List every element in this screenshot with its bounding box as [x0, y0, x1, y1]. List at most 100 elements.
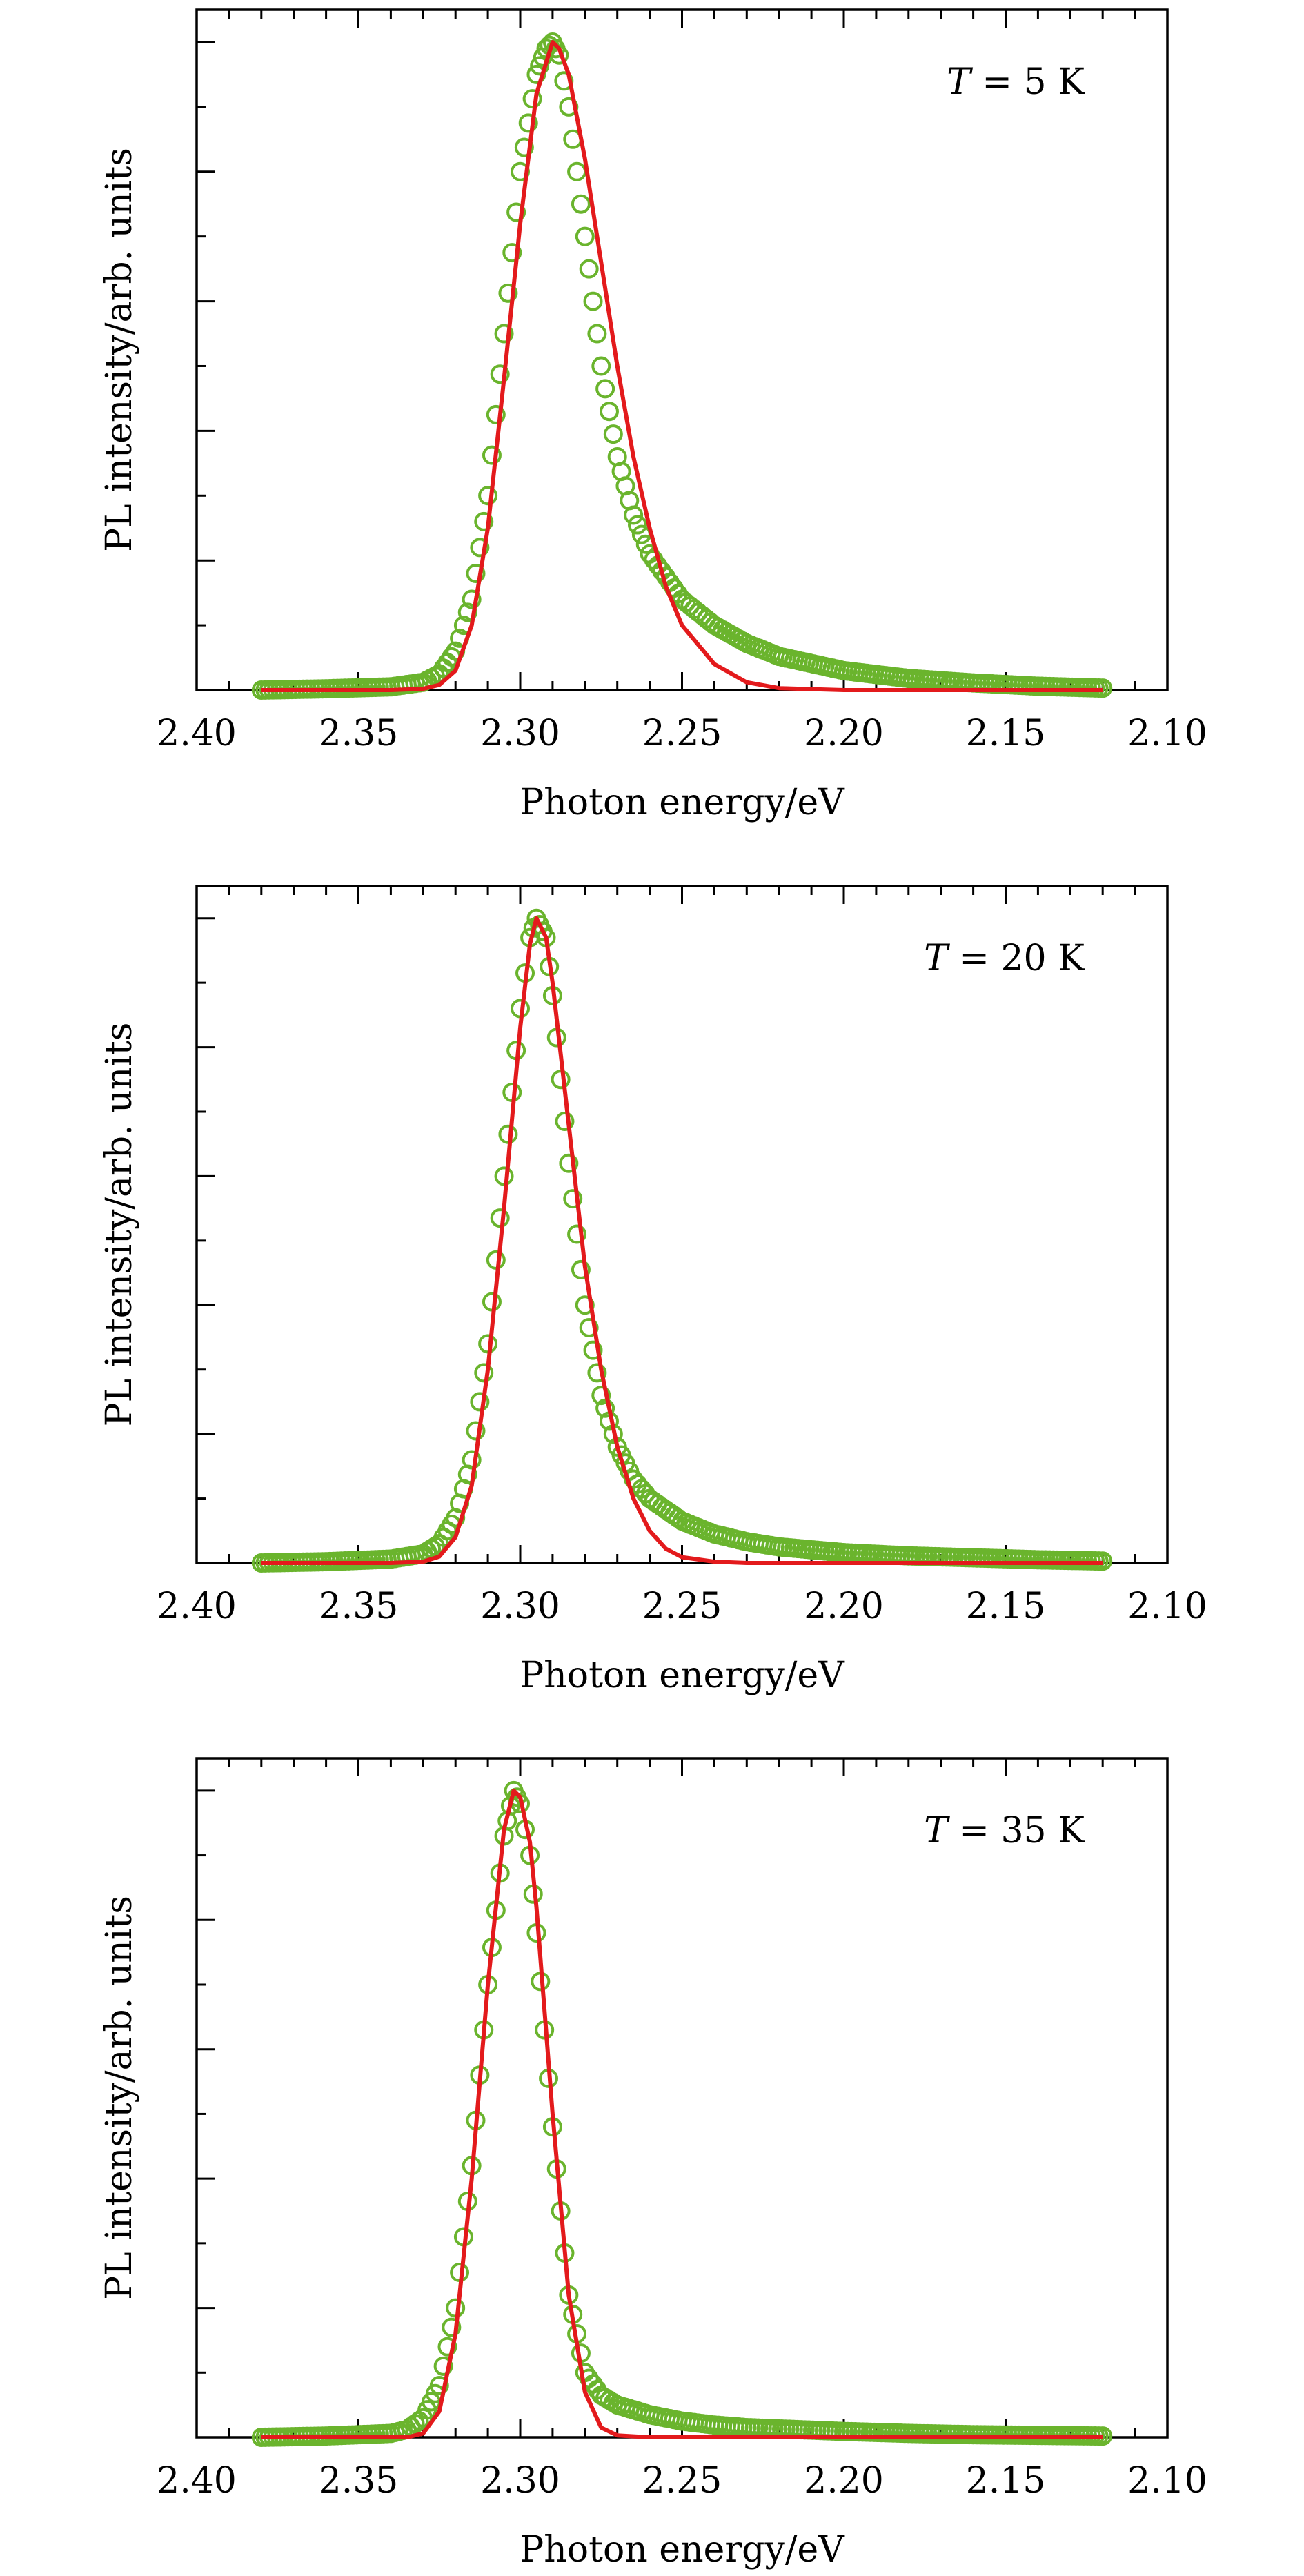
data-point — [595, 1398, 615, 1418]
y-axis-label: PL intensity/arb. units — [99, 148, 140, 552]
x-tick-label: 2.10 — [1127, 713, 1207, 754]
data-point — [474, 1363, 494, 1383]
annotation-value: = 5 K — [971, 61, 1085, 103]
data-point — [522, 89, 542, 109]
data-point — [494, 324, 514, 344]
x-axis-label: Photon energy/eV — [520, 2529, 845, 2570]
temperature-annotation: T = 20 K — [924, 938, 1085, 979]
chart-panel-3: 2.40 2.35 2.30 2.25 2.20 2.15 2.10 Photon energ… — [99, 1757, 1207, 2570]
data-point — [579, 259, 599, 279]
data-point — [551, 1070, 571, 1090]
data-point — [571, 194, 591, 214]
x-tick-label: 2.30 — [480, 713, 560, 754]
data-point — [631, 524, 651, 544]
plot-frame — [195, 1757, 1169, 2439]
data-point — [571, 1259, 591, 1279]
data-point — [482, 1292, 502, 1312]
data-point — [442, 2317, 462, 2337]
data-point — [595, 379, 615, 399]
data-point — [555, 1112, 575, 1132]
data-point — [603, 424, 623, 444]
data-point — [470, 538, 490, 558]
data-point — [587, 1363, 607, 1383]
data-point — [486, 404, 506, 424]
data-point — [462, 1450, 482, 1470]
data-point — [591, 356, 611, 376]
data-point — [563, 1189, 583, 1209]
fit-curve — [261, 40, 1103, 692]
plot-frame — [195, 885, 1169, 1564]
data-point — [575, 226, 595, 246]
data-point — [490, 364, 510, 384]
y-axis-label: PL intensity/arb. units — [99, 1023, 140, 1427]
data-point — [490, 1208, 510, 1228]
data-point — [599, 402, 619, 422]
x-tick-label: 2.10 — [1127, 2460, 1207, 2501]
data-point — [575, 1295, 595, 1315]
data-point — [437, 2337, 457, 2357]
x-axis-label: Photon energy/eV — [520, 1655, 845, 1696]
data-point — [579, 1317, 599, 1337]
y-axis-label: PL intensity/arb. units — [99, 1896, 140, 2300]
x-tick-label: 2.15 — [966, 2460, 1046, 2501]
data-point — [506, 202, 526, 222]
fit-curve — [261, 1788, 1103, 2439]
data-point — [433, 2356, 453, 2376]
annotation-value: = 35 K — [948, 1810, 1085, 1851]
x-tick-label: 2.15 — [966, 713, 1046, 754]
x-tick-label: 2.40 — [157, 1586, 237, 1627]
experimental-data-series — [251, 1780, 1113, 2447]
x-tick-label: 2.30 — [480, 2460, 560, 2501]
temperature-annotation: T = 5 K — [947, 61, 1085, 103]
data-point — [498, 283, 518, 303]
x-tick-label: 2.20 — [804, 1586, 884, 1627]
temperature-annotation: T = 35 K — [924, 1810, 1085, 1851]
x-tick-label: 2.25 — [642, 2460, 722, 2501]
x-tick-label: 2.15 — [966, 1586, 1046, 1627]
x-tick-label: 2.35 — [319, 2460, 399, 2501]
x-tick-label: 2.20 — [804, 713, 884, 754]
annotation-value: = 20 K — [948, 938, 1085, 979]
x-tick-label: 2.35 — [319, 1586, 399, 1627]
annotation-variable: T — [924, 938, 950, 979]
chart-panel-2: 2.40 2.35 2.30 2.25 2.20 2.15 2.10 Photon energ… — [99, 885, 1207, 1696]
data-point — [478, 486, 498, 506]
data-point — [514, 137, 534, 157]
data-point — [624, 505, 644, 525]
fit-curve — [261, 916, 1103, 1565]
x-tick-label: 2.35 — [319, 713, 399, 754]
data-point — [429, 2376, 449, 2396]
data-point — [518, 113, 538, 133]
annotation-variable: T — [924, 1810, 950, 1851]
x-axis-label: Photon energy/eV — [520, 782, 845, 823]
experimental-data-series — [251, 908, 1113, 1573]
data-point — [583, 291, 603, 311]
data-point — [494, 1166, 514, 1186]
data-point — [502, 243, 522, 263]
data-point — [554, 71, 574, 91]
data-point — [446, 2298, 466, 2318]
data-point — [628, 515, 648, 535]
data-point — [482, 445, 502, 465]
x-tick-label: 2.25 — [642, 713, 722, 754]
data-point — [583, 1340, 603, 1360]
x-tick-label: 2.10 — [1127, 1586, 1207, 1627]
experimental-data-series — [251, 32, 1113, 700]
x-tick-label: 2.30 — [480, 1586, 560, 1627]
x-tick-label: 2.20 — [804, 2460, 884, 2501]
chart-panel-1: 2.40 2.35 2.30 2.25 2.20 2.15 2.10 Photon energ… — [99, 8, 1207, 823]
data-point — [591, 1386, 611, 1406]
data-point — [486, 1250, 506, 1270]
x-tick-label: 2.40 — [157, 2460, 237, 2501]
data-point — [567, 1224, 587, 1244]
data-point — [530, 56, 550, 76]
data-point — [466, 563, 486, 583]
data-point — [526, 64, 546, 84]
x-tick-label: 2.25 — [642, 1586, 722, 1627]
data-point — [587, 324, 607, 344]
data-point — [470, 1392, 490, 1412]
data-point — [559, 1153, 579, 1173]
annotation-variable: T — [947, 61, 973, 103]
data-point — [474, 511, 494, 531]
